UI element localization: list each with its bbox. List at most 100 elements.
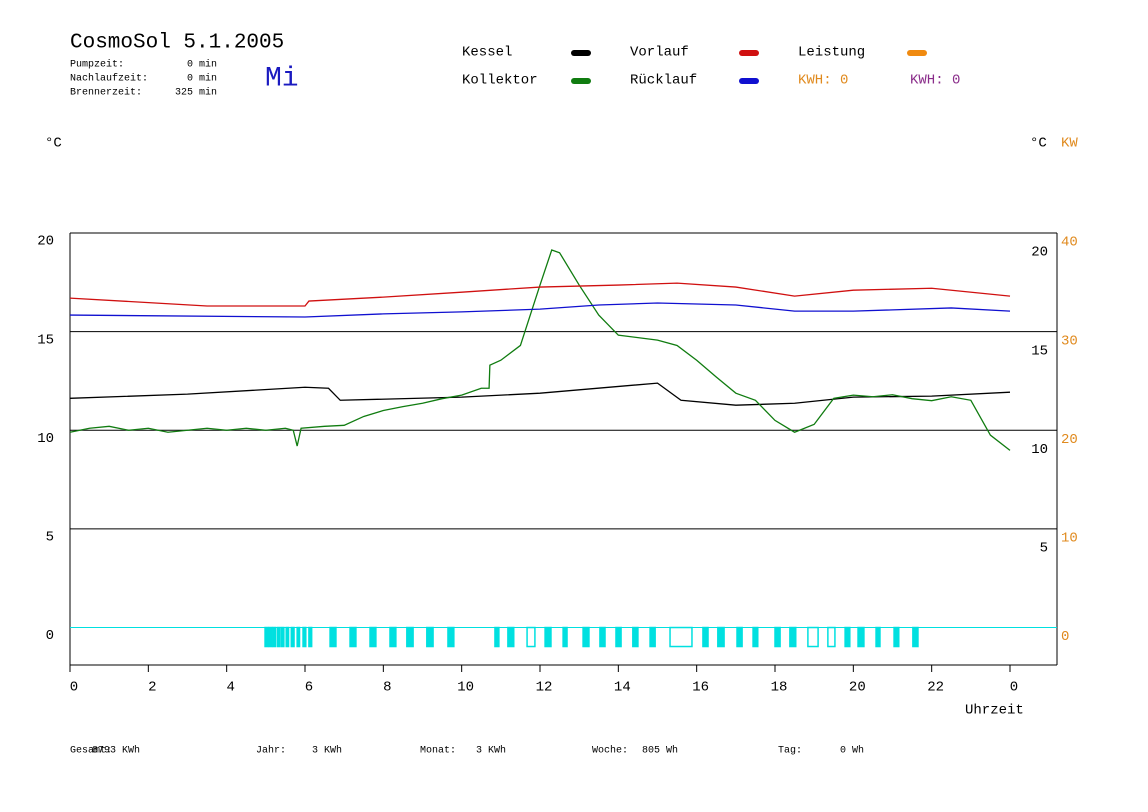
pump-pulse bbox=[329, 626, 337, 648]
pump-pulse bbox=[447, 626, 455, 648]
pump-pulse bbox=[264, 626, 269, 648]
pump-pulse bbox=[285, 626, 290, 648]
x-tick-label: 20 bbox=[849, 680, 866, 696]
kwh: KWH: 0 bbox=[910, 73, 960, 89]
pump-pulse bbox=[736, 626, 743, 648]
pump-pulse bbox=[290, 626, 295, 648]
y3-tick-label: 10 bbox=[1061, 531, 1078, 547]
pump-pulse bbox=[615, 626, 622, 648]
x-label: Uhrzeit bbox=[965, 703, 1024, 719]
pump-pulse bbox=[280, 626, 285, 648]
y-tick-label: 10 bbox=[37, 431, 54, 447]
footer-value: 3 KWh bbox=[476, 745, 506, 757]
pump-pulse bbox=[562, 626, 568, 648]
y3-tick-label: 20 bbox=[1061, 432, 1078, 448]
footer-label: Jahr: bbox=[256, 745, 286, 757]
x-tick-label: 2 bbox=[148, 680, 156, 696]
x-tick-label: 16 bbox=[692, 680, 709, 696]
footer-value: 0 Wh bbox=[840, 745, 864, 757]
series-line bbox=[69, 382, 1011, 406]
kwh: KWH: 0 bbox=[798, 73, 848, 89]
time-value: 325 min bbox=[175, 87, 217, 99]
y2-label: °C bbox=[1030, 136, 1047, 152]
pump-pulse bbox=[912, 626, 919, 648]
x-tick-label: 14 bbox=[614, 680, 631, 696]
pump-pulse bbox=[302, 626, 307, 648]
pump-pulse bbox=[526, 626, 536, 648]
footer-value: 8793 KWh bbox=[92, 745, 140, 757]
time-label: Pumpzeit: bbox=[70, 59, 124, 71]
time-value: 0 min bbox=[187, 59, 217, 71]
pump-pulse bbox=[669, 626, 693, 648]
footer-value: 805 Wh bbox=[642, 745, 678, 757]
legend-label: Vorlauf bbox=[630, 45, 689, 61]
y-tick-label: 0 bbox=[46, 628, 54, 644]
x-tick-label: 4 bbox=[226, 680, 234, 696]
x-tick-label: 6 bbox=[305, 680, 313, 696]
pump-pulse bbox=[844, 626, 851, 648]
pump-pulse bbox=[406, 626, 414, 648]
pump-pulse bbox=[807, 626, 819, 648]
pump-pulse bbox=[272, 626, 277, 648]
pump-pulse bbox=[857, 626, 865, 648]
pump-pulse bbox=[893, 626, 900, 648]
x-tick-label: 18 bbox=[771, 680, 788, 696]
legend-label: Rücklauf bbox=[630, 73, 697, 89]
pump-pulse bbox=[632, 626, 639, 648]
y3-tick-label: 30 bbox=[1061, 333, 1078, 349]
footer-label: Monat: bbox=[420, 746, 456, 757]
pump-pulse bbox=[649, 626, 656, 648]
pump-pulse bbox=[827, 626, 836, 648]
pump-pulse bbox=[752, 626, 759, 648]
title: CosmoSol 5.1.2005 bbox=[70, 32, 284, 55]
series-line bbox=[69, 282, 1011, 307]
legend-label: Leistung bbox=[798, 45, 865, 61]
pump-pulse bbox=[276, 626, 281, 648]
y3-tick-label: 40 bbox=[1061, 235, 1078, 251]
footer-label: Gesamt: bbox=[70, 746, 112, 757]
pump-pulse bbox=[599, 626, 606, 648]
pump-pulse bbox=[426, 626, 434, 648]
x-tick-label: 0 bbox=[70, 680, 78, 696]
y-tick-label: 5 bbox=[46, 530, 54, 546]
legend-label: Kessel bbox=[462, 45, 512, 61]
y-tick-label: 20 bbox=[37, 234, 54, 250]
pump-pulse bbox=[774, 626, 781, 648]
pump-pulse bbox=[296, 626, 301, 648]
legend-label: Kollektor bbox=[462, 73, 538, 89]
pump-pulse bbox=[544, 626, 552, 648]
pump-pulse bbox=[507, 626, 515, 648]
y3-tick-label: 0 bbox=[1061, 629, 1069, 645]
pump-pulse bbox=[308, 626, 313, 648]
footer-label: Tag: bbox=[778, 746, 802, 757]
pump-pulse bbox=[268, 626, 273, 648]
footer-value: 3 KWh bbox=[312, 745, 342, 757]
y3-label: KW bbox=[1061, 136, 1078, 152]
footer-label: Woche: bbox=[592, 745, 628, 757]
series-line bbox=[69, 302, 1011, 318]
y-label: °C bbox=[45, 136, 62, 152]
pump-pulse bbox=[349, 626, 357, 648]
y2-tick-label: 10 bbox=[1031, 442, 1048, 458]
pump-pulse bbox=[717, 626, 725, 648]
time-label: Nachlaufzeit: bbox=[70, 73, 148, 85]
time-value: 0 min bbox=[187, 73, 217, 85]
x-tick-label: 8 bbox=[383, 680, 391, 696]
time-label: Brennerzeit: bbox=[70, 87, 142, 99]
pump-pulse bbox=[369, 626, 377, 648]
pump-pulse bbox=[494, 626, 500, 648]
series-line bbox=[69, 249, 1011, 451]
pump-pulse bbox=[389, 626, 397, 648]
x-tick-label: 12 bbox=[536, 680, 553, 696]
day: Mi bbox=[265, 63, 299, 94]
y2-tick-label: 20 bbox=[1031, 245, 1048, 261]
x-tick-label: 10 bbox=[457, 680, 474, 696]
x-tick-label: 22 bbox=[927, 680, 944, 696]
x-tick-label: 0 bbox=[1010, 680, 1018, 696]
y2-tick-label: 5 bbox=[1040, 541, 1048, 557]
pump-pulse bbox=[702, 626, 709, 648]
pump-pulse bbox=[875, 626, 881, 648]
pump-pulse bbox=[789, 626, 797, 648]
y2-tick-label: 15 bbox=[1031, 343, 1048, 359]
